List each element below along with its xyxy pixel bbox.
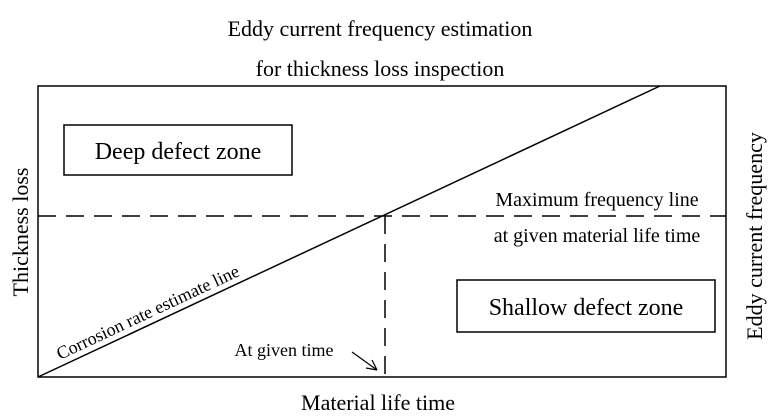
max-frequency-label-1: Maximum frequency line xyxy=(495,189,698,211)
y2-axis-label: Eddy current frequency xyxy=(742,132,767,340)
title-line-2: for thickness loss inspection xyxy=(256,56,505,81)
x-axis-label: Material life time xyxy=(301,390,455,415)
given-time-arrowhead xyxy=(365,359,378,371)
title-line-1: Eddy current frequency estimation xyxy=(228,16,533,41)
y-axis-label: Thickness loss xyxy=(8,168,33,297)
deep-defect-zone-box xyxy=(63,124,293,176)
plot-frame xyxy=(37,85,727,378)
shallow-defect-zone-box xyxy=(456,279,716,333)
given-time-arrow-shaft xyxy=(351,351,378,371)
shallow-defect-zone-label: Shallow defect zone xyxy=(489,295,684,321)
given-time-label: At given time xyxy=(235,340,334,360)
corrosion-rate-label: Corrosion rate estimate line xyxy=(53,261,242,364)
deep-defect-zone-label: Deep defect zone xyxy=(95,139,262,165)
corrosion-rate-line xyxy=(37,85,661,378)
max-frequency-label-2: at given material life time xyxy=(494,225,701,247)
